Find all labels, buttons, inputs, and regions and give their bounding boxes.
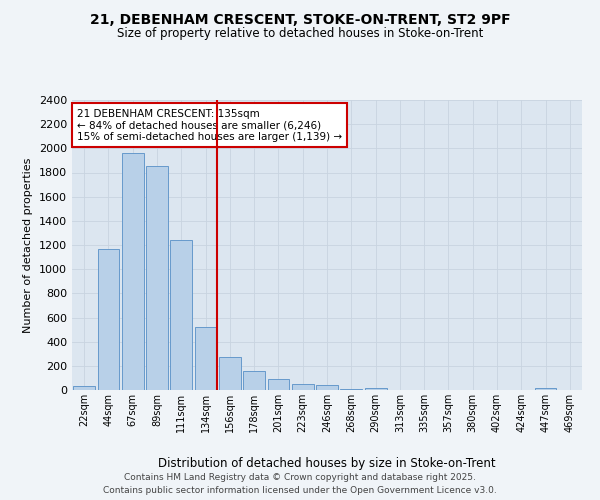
Bar	[73, 386, 95, 390]
Text: Distribution of detached houses by size in Stoke-on-Trent: Distribution of detached houses by size …	[158, 458, 496, 470]
Text: 21, DEBENHAM CRESCENT, STOKE-ON-TRENT, ST2 9PF: 21, DEBENHAM CRESCENT, STOKE-ON-TRENT, S…	[89, 12, 511, 26]
Bar	[365, 388, 386, 390]
Y-axis label: Number of detached properties: Number of detached properties	[23, 158, 34, 332]
Bar	[97, 248, 119, 390]
Bar	[243, 372, 265, 390]
Bar	[340, 389, 362, 390]
Bar	[316, 385, 338, 390]
Bar	[535, 388, 556, 390]
Bar	[292, 384, 314, 390]
Bar	[146, 166, 168, 390]
Bar	[268, 379, 289, 390]
Bar	[122, 153, 143, 390]
Text: Contains HM Land Registry data © Crown copyright and database right 2025.
Contai: Contains HM Land Registry data © Crown c…	[103, 474, 497, 495]
Text: 21 DEBENHAM CRESCENT: 135sqm
← 84% of detached houses are smaller (6,246)
15% of: 21 DEBENHAM CRESCENT: 135sqm ← 84% of de…	[77, 108, 342, 142]
Bar	[219, 358, 241, 390]
Bar	[194, 327, 217, 390]
Text: Size of property relative to detached houses in Stoke-on-Trent: Size of property relative to detached ho…	[117, 28, 483, 40]
Bar	[170, 240, 192, 390]
